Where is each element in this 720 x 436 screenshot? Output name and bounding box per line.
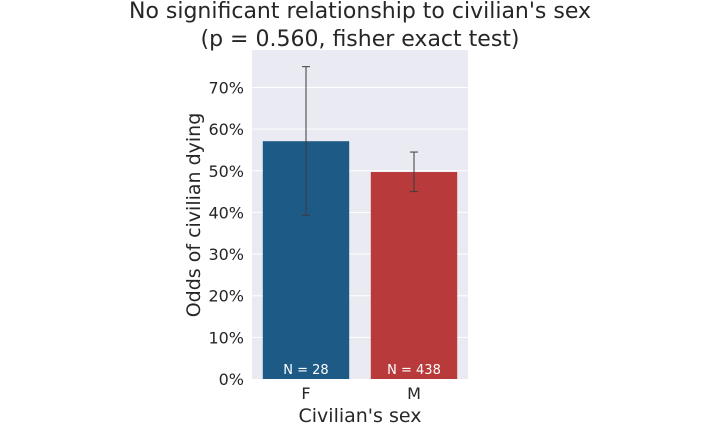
bar-M: [370, 172, 458, 379]
bar-count-label: N = 28: [283, 363, 328, 378]
y-tick-label: 50%: [208, 162, 244, 181]
y-tick-label: 60%: [208, 120, 244, 139]
y-tick-label: 10%: [208, 328, 244, 347]
chart-title-line-2: (p = 0.560, fisher exact test): [201, 27, 520, 52]
error-bar-F: [302, 66, 310, 216]
y-tick-label: 30%: [208, 245, 244, 264]
chart-title-line-1: No significant relationship to civilian'…: [129, 0, 591, 24]
x-axis-label: Civilian's sex: [299, 405, 422, 427]
x-tick-label: M: [407, 384, 421, 403]
y-tick-label: 40%: [208, 203, 244, 222]
error-bar-M: [410, 151, 418, 193]
y-tick-label: 70%: [208, 78, 244, 97]
error-bars: [302, 66, 418, 216]
bar-count-labels: N = 28 N = 438: [283, 363, 441, 378]
y-tick-label: 0%: [219, 370, 244, 389]
y-tick-labels: 0% 10% 20% 30% 40% 50% 60% 70%: [208, 78, 244, 389]
bar-count-label: N = 438: [387, 363, 441, 378]
y-axis-label: Odds of civilian dying: [183, 113, 205, 318]
y-tick-label: 20%: [208, 287, 244, 306]
x-tick-label: F: [301, 384, 310, 403]
